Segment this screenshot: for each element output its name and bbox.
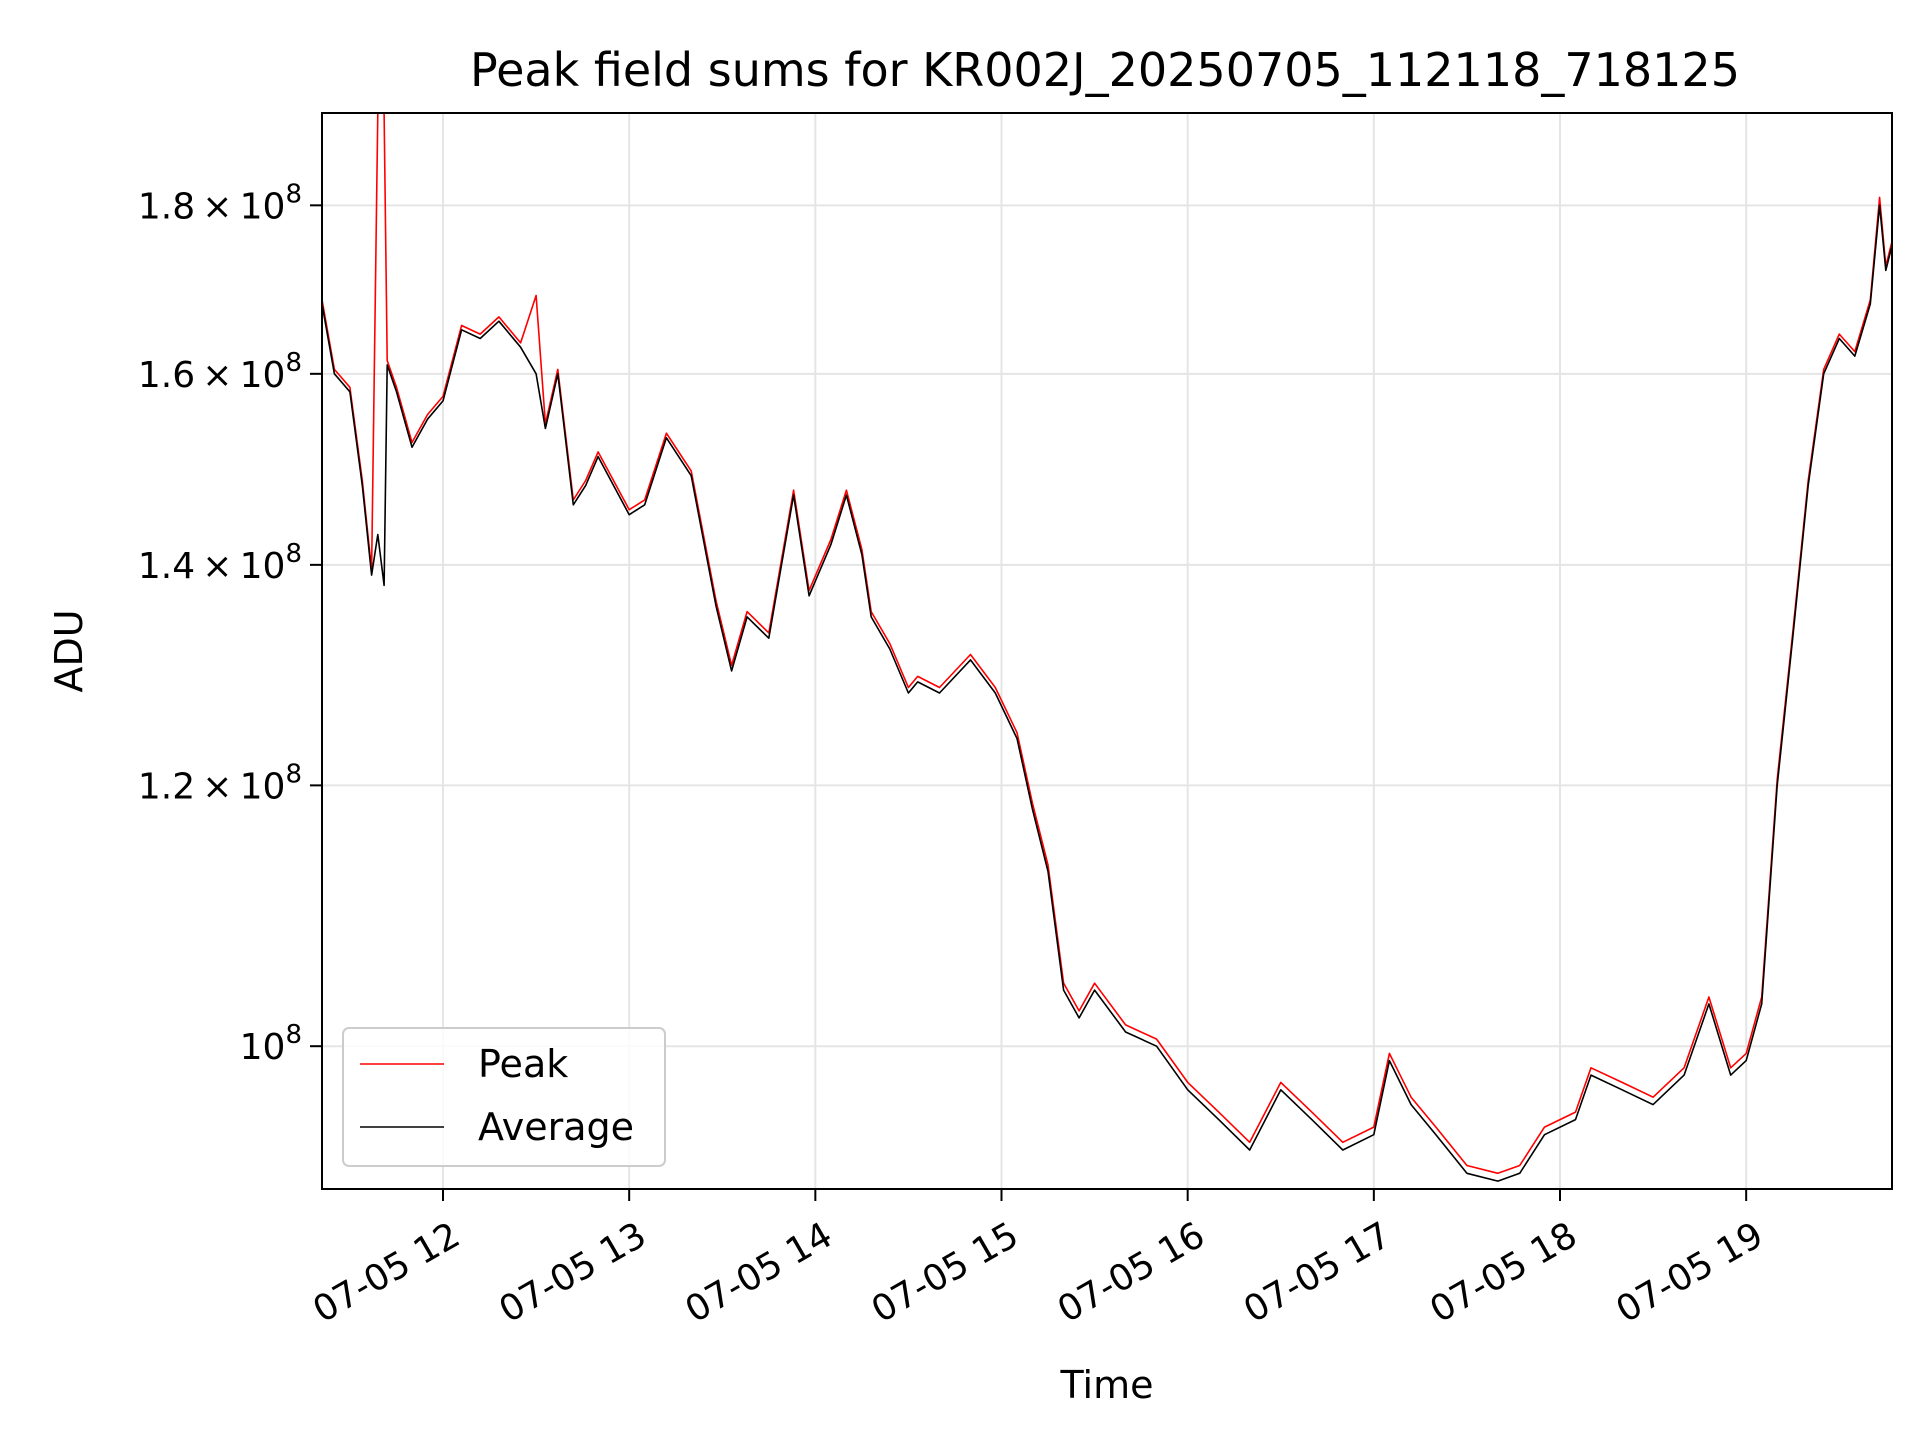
series-line-average	[321, 204, 1893, 1182]
y-axis: 108 1.2 × 108 1.4 × 108 1.6 × 108 1.8 × 108	[138, 179, 322, 1068]
series-line-peak	[321, 112, 1893, 1175]
x-axis-label: Time	[1060, 1363, 1154, 1407]
y-tick-label: 1.2 × 108	[138, 759, 302, 807]
series-layer	[321, 112, 1893, 1182]
legend-label-average: Average	[478, 1105, 634, 1149]
y-tick-label: 1.4 × 108	[138, 539, 302, 587]
chart-title: Peak field sums for KR002J_20250705_1121…	[470, 43, 1740, 97]
plot-frame	[321, 112, 1893, 1190]
legend: Peak Average	[342, 1027, 666, 1167]
y-tick-label: 108	[240, 1020, 302, 1068]
legend-label-peak: Peak	[478, 1042, 568, 1086]
y-tick-label: 1.6 × 108	[138, 348, 302, 396]
y-axis-label: ADU	[47, 609, 91, 692]
y-tick-label: 1.8 × 108	[138, 179, 302, 227]
grid	[322, 113, 1892, 1189]
legend-box	[342, 1027, 666, 1167]
